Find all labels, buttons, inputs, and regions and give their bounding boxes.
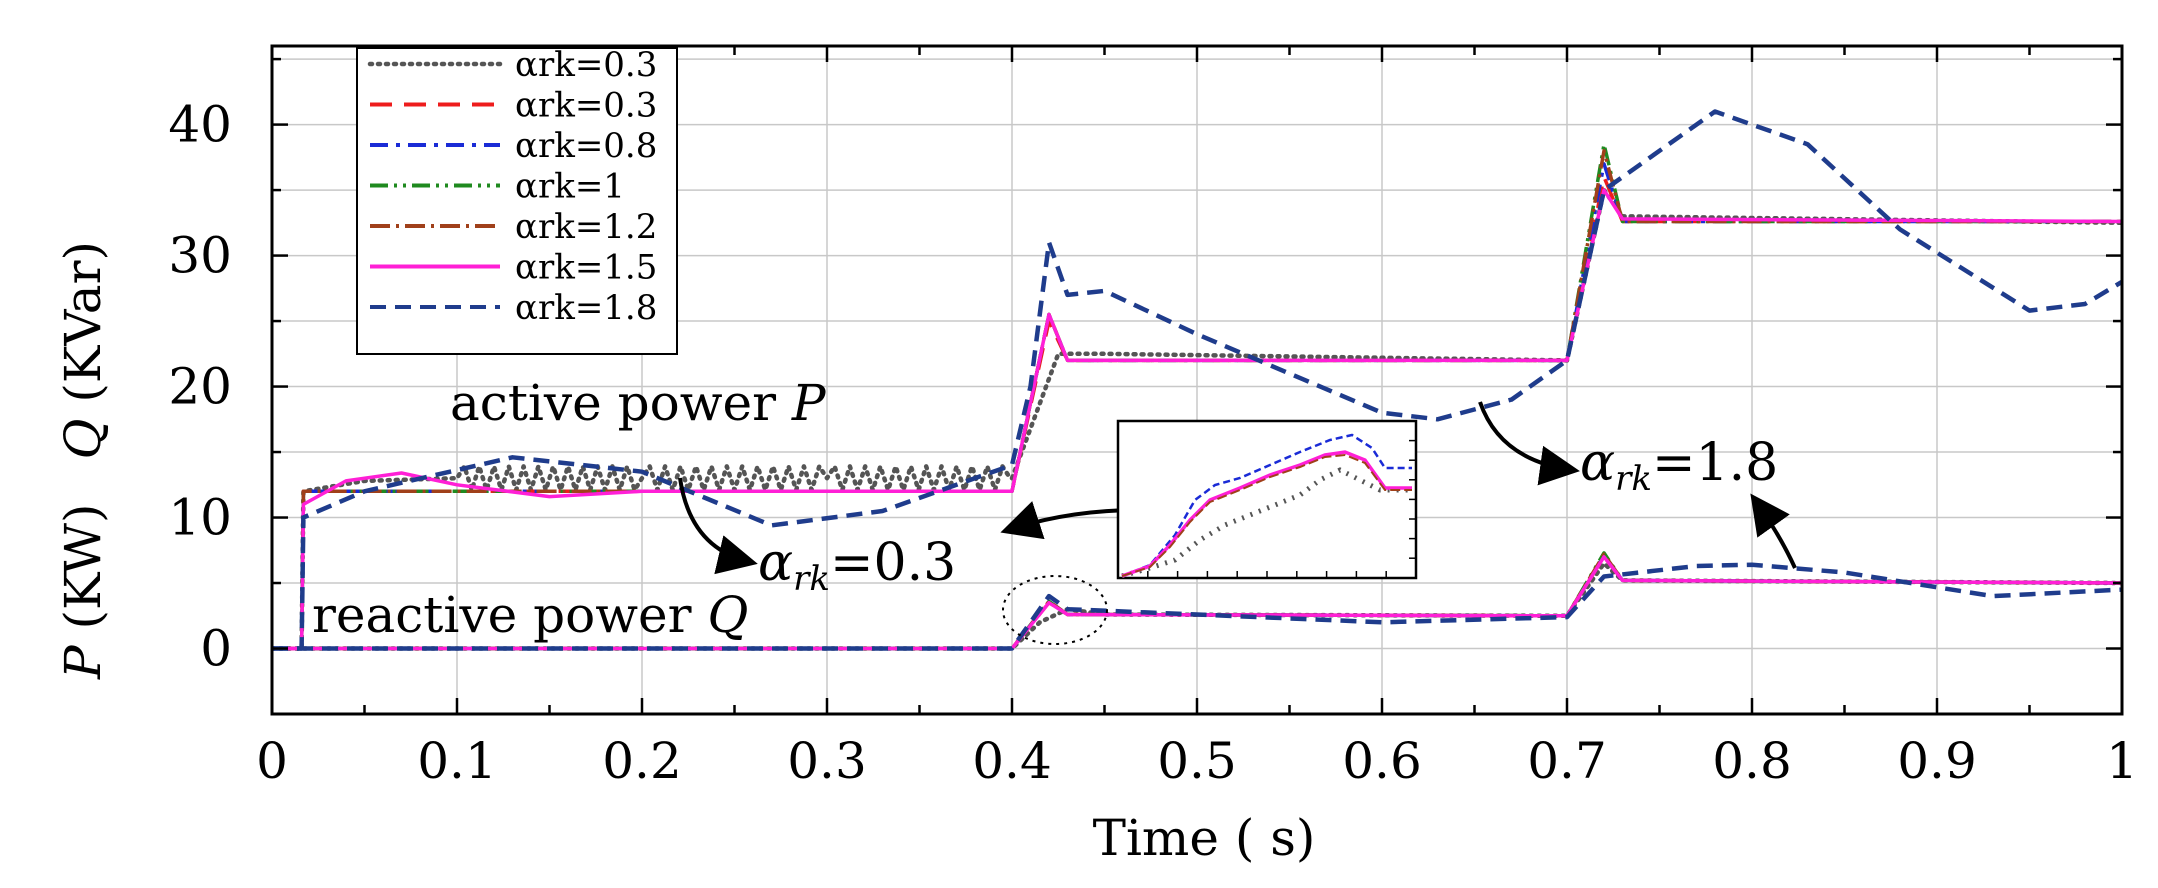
y-title-kw: (KW) xyxy=(54,503,112,645)
x-tick-label: 0.4 xyxy=(972,732,1052,790)
inset-series xyxy=(1121,433,1412,578)
inset-line-0-3 xyxy=(1121,467,1412,578)
y-tick-label: 40 xyxy=(168,96,232,154)
inset-line-0-8 xyxy=(1121,433,1412,578)
legend-label: αrk=1.2 xyxy=(515,207,657,247)
x-tick-label: 1 xyxy=(2106,732,2138,790)
annotations: active power P reactive power Q αrk=0.3 … xyxy=(312,374,1797,645)
y-title-kvar: (KVar) xyxy=(54,241,112,419)
x-tick-label: 0.8 xyxy=(1712,732,1792,790)
legend-label: αrk=1.8 xyxy=(515,288,657,328)
inset-zoom xyxy=(1116,419,1418,580)
y-axis-title: P (KW) Q (KVar) xyxy=(54,241,112,680)
arrow-alpha-0-3 xyxy=(678,477,758,575)
legend: αrk=0.3αrk=0.3αrk=0.8αrk=1αrk=1.2αrk=1.5… xyxy=(356,45,678,355)
x-axis-title: Time ( s) xyxy=(1093,809,1316,867)
x-tick-label: 0.2 xyxy=(602,732,682,790)
x-tick-label: 0.6 xyxy=(1342,732,1422,790)
legend-label: αrk=0.3 xyxy=(515,45,657,85)
annotation-active-power: active power P xyxy=(450,374,827,432)
y-title-q: Q xyxy=(54,418,112,459)
annotation-reactive-power: reactive power Q xyxy=(312,586,748,644)
arrow-alpha-1-8 xyxy=(1478,401,1580,486)
legend-label: αrk=1.5 xyxy=(515,248,657,288)
series-lines xyxy=(272,109,2122,651)
legend-label: αrk=0.8 xyxy=(515,126,657,166)
y-tick-label: 10 xyxy=(168,489,232,547)
annotation-alpha-1-8: αrk=1.8 xyxy=(1580,433,1778,499)
y-tick-label: 0 xyxy=(200,620,232,678)
x-tick-label: 0.7 xyxy=(1527,732,1607,790)
legend-box xyxy=(356,47,678,355)
x-tick-label: 0.5 xyxy=(1157,732,1237,790)
arrow-reactive-1-8 xyxy=(1750,493,1797,569)
x-tick-label: 0.1 xyxy=(417,732,497,790)
x-tick-label: 0.3 xyxy=(787,732,867,790)
series-line-reactive-1-8 xyxy=(272,562,2122,651)
zoom-ellipse xyxy=(1002,575,1108,645)
annotation-alpha-0-3: αrk=0.3 xyxy=(758,533,956,599)
inset-line-1-5 xyxy=(1121,450,1412,578)
inset-frame xyxy=(1116,419,1418,580)
y-tick-label: 30 xyxy=(168,227,232,285)
series-line-reactive-1-5 xyxy=(272,555,2122,651)
legend-label: αrk=1 xyxy=(515,167,625,207)
y-tick-label: 20 xyxy=(168,358,232,416)
svg-text:P (KW)Q (KVar): P (KW) Q (KVar) xyxy=(54,241,112,680)
inset-line-1-2 xyxy=(1121,453,1412,577)
inset-ticks xyxy=(1147,439,1416,578)
legend-label: αrk=0.3 xyxy=(515,86,657,126)
y-title-p: P xyxy=(54,644,112,680)
x-tick-label: 0.9 xyxy=(1897,732,1977,790)
x-tick-label: 0 xyxy=(256,732,288,790)
